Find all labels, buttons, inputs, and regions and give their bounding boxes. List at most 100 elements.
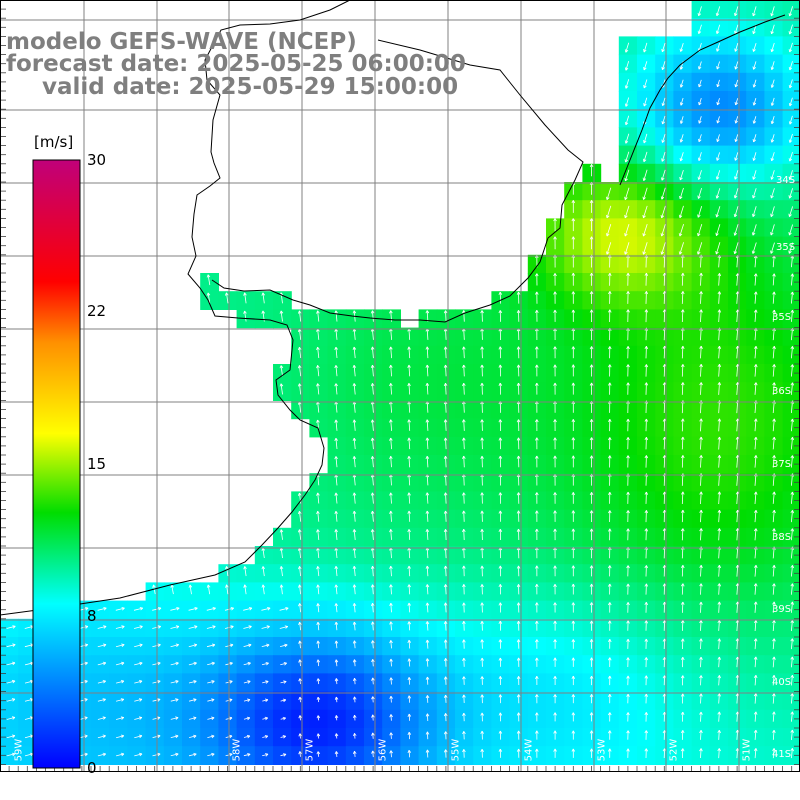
wind-vector-head [481,529,484,532]
wind-vector-head [571,528,574,532]
wind-vector-head [792,675,794,679]
wind-vector-head [266,643,270,646]
wind-vector-head [280,566,284,570]
wind-vector-head [771,85,775,88]
wind-vector-head [682,711,685,715]
wind-vector [791,255,793,268]
wind-vector-head [518,310,521,314]
wind-vector-head [719,620,722,624]
wind-vector [408,437,411,450]
wind-vector-head [662,638,665,642]
wind-vector-head [317,310,320,314]
wind-vector-head [283,735,286,739]
wind-vector-head [771,67,775,70]
wind-vector-head [282,735,286,737]
wind-vector [280,566,283,577]
wind-vector-head [646,437,649,441]
wind-vector [717,79,720,88]
wind-vector-head [700,418,703,422]
wind-vector-head [536,712,539,716]
wind-vector [463,529,465,541]
wind-vector [791,711,793,722]
wind-vector [754,510,757,523]
wind-vector-head [407,621,410,625]
wind-vector [207,584,211,595]
wind-vector-head [773,346,776,350]
wind-vector-head [792,693,794,697]
wind-vector [299,529,302,540]
wind-vector-head [697,233,699,237]
wind-vector-head [499,291,503,295]
wind-vector-head [554,657,557,661]
wind-vector-head [773,656,776,660]
wind-vector-head [279,529,282,533]
wind-vector-head [734,48,736,52]
wind-vector-head [662,601,665,605]
wind-vector-head [480,639,483,643]
wind-vector-head [480,510,483,514]
wind-vector-head [719,291,722,295]
wind-vector-head [11,734,15,736]
wind-vector [772,583,775,595]
wind-vector-head [120,698,124,700]
wind-vector-head [626,309,629,313]
wind-vector-head [645,602,649,606]
wind-vector-head [443,639,446,643]
wind-vector-head [554,730,557,734]
wind-vector [445,529,447,541]
wind-vector [299,751,301,757]
wind-vector [698,24,702,34]
wind-vector-head [445,510,448,514]
wind-vector-head [207,292,211,296]
wind-vector-head [536,310,539,313]
wind-vector-head [789,195,792,199]
wind-vector [700,620,702,631]
wind-vector-head [462,510,465,514]
wind-vector-head [445,529,448,533]
wind-vector [754,291,757,304]
wind-vector-head [624,196,626,200]
wind-vector-head [481,510,484,514]
wind-vector-head [645,748,649,752]
wind-vector-head [626,418,629,422]
wind-vector-head [389,437,392,441]
wind-vector-head [789,251,792,254]
wind-vector [445,328,447,340]
wind-vector-head [715,232,717,236]
wind-vector-head [353,714,355,719]
wind-vector-head [700,730,703,734]
wind-vector [390,750,392,758]
wind-vector-head [679,195,681,199]
wind-vector-head [699,656,702,660]
wind-vector-head [536,437,539,441]
wind-vector [354,751,356,757]
wind-vector [372,401,374,413]
wind-vector [390,621,392,631]
wind-vector [262,681,269,684]
wind-vector-head [536,510,539,514]
wind-vector-head [407,437,410,441]
wind-vector-head [516,437,519,441]
wind-vector-head [716,13,720,17]
wind-vector [243,680,251,684]
wind-vector [663,364,666,377]
wind-vector-head [283,680,287,682]
wind-vector-head [789,177,793,180]
wind-vector-head [102,661,106,664]
lat-label: 41S [772,749,792,760]
wind-vector-head [463,455,466,459]
wind-vector-head [390,732,393,736]
wind-vector [170,607,180,611]
wind-vector-head [735,66,738,70]
wind-vector-head [554,382,557,386]
wind-vector-head [626,491,629,495]
wind-vector-head [299,659,302,663]
wind-vector-head [646,272,649,276]
wind-vector-head [773,491,776,495]
wind-vector-head [499,346,503,350]
wind-vector [463,401,465,413]
lon-label: 51W [741,738,753,762]
wind-vector-head [247,661,251,664]
wind-vector-head [139,644,143,647]
wind-vector [243,644,252,647]
